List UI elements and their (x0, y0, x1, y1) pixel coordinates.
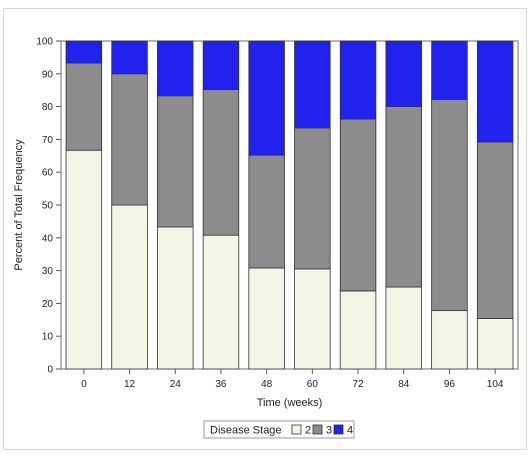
bar-segment-stage-2 (202, 234, 240, 370)
x-tick-label: 24 (170, 379, 182, 390)
y-axis-title: Percent of Total Frequency (13, 139, 25, 271)
legend-label-stage-3: 3 (326, 425, 332, 437)
y-tick-label: 40 (42, 233, 54, 244)
bar-segment-stage-3 (65, 62, 103, 151)
legend-label-stage-2: 2 (305, 425, 311, 437)
x-axis: 0 12 24 36 48 60 72 84 96 104 (81, 369, 504, 390)
bar-segment-stage-3 (385, 106, 422, 288)
y-tick-label: 10 (42, 332, 54, 343)
bar-segment-stage-2 (294, 268, 331, 370)
x-tick-label: 72 (352, 379, 364, 390)
bar-segment-stage-4 (431, 40, 468, 100)
bar-segment-stage-2 (339, 290, 377, 370)
legend-title: Disease Stage (210, 425, 282, 437)
y-tick-label: 100 (36, 37, 53, 48)
x-tick-label: 60 (307, 379, 319, 390)
y-tick-label: 50 (42, 201, 54, 212)
legend-swatch-stage-4 (333, 424, 344, 435)
legend-label-stage-4: 4 (347, 425, 353, 437)
legend-swatch-stage-2 (291, 424, 302, 435)
bar-segment-stage-4 (111, 40, 148, 75)
bar-segment-stage-4 (476, 40, 514, 143)
legend-items: 2 3 4 (291, 424, 353, 437)
y-tick-label: 20 (42, 299, 54, 310)
legend: Disease Stage 2 3 4 (203, 420, 355, 439)
bar-segment-stage-2 (476, 318, 514, 370)
bar-segment-stage-3 (111, 73, 148, 206)
y-tick-label: 60 (42, 168, 54, 179)
x-tick-label: 104 (487, 379, 504, 390)
bar-segment-stage-3 (294, 127, 331, 270)
bar-segment-stage-4 (294, 40, 331, 129)
x-tick-label: 96 (444, 379, 456, 390)
y-tick-label: 70 (42, 135, 54, 146)
bar-segment-stage-3 (202, 89, 240, 236)
bar-segment-stage-3 (248, 154, 285, 269)
y-tick-label: 0 (47, 365, 53, 376)
bar-segment-stage-4 (248, 40, 285, 156)
bar-segment-stage-2 (157, 226, 194, 370)
y-tick-label: 30 (42, 266, 54, 277)
bars (65, 40, 514, 370)
bar-segment-stage-4 (157, 40, 194, 97)
y-axis: 0 10 20 30 40 50 60 70 80 90 100 (36, 37, 61, 376)
bar-segment-stage-2 (111, 204, 148, 370)
bar-segment-stage-4 (385, 40, 422, 107)
bar-segment-stage-3 (157, 95, 194, 228)
bar-segment-stage-4 (202, 40, 240, 90)
x-tick-label: 36 (215, 379, 227, 390)
bar-segment-stage-3 (476, 141, 514, 319)
bar-segment-stage-4 (65, 40, 103, 64)
bar-segment-stage-2 (65, 149, 103, 370)
bar-segment-stage-3 (431, 98, 468, 312)
x-tick-label: 0 (81, 379, 87, 390)
bar-segment-stage-4 (339, 40, 377, 120)
bar-segment-stage-2 (431, 310, 468, 370)
bar-segment-stage-2 (248, 267, 285, 370)
chart-frame: 0 10 20 30 40 50 60 70 80 90 100 0 12 24 36 48 60 72 84 96… (3, 8, 527, 450)
x-tick-label: 84 (398, 379, 410, 390)
x-tick-label: 48 (261, 379, 273, 390)
x-tick-label: 12 (124, 379, 136, 390)
legend-swatch-stage-3 (312, 424, 323, 435)
bar-segment-stage-3 (339, 118, 377, 292)
y-tick-label: 80 (42, 102, 54, 113)
y-tick-label: 90 (42, 69, 54, 80)
x-axis-title: Time (weeks) (257, 397, 323, 409)
bar-segment-stage-2 (385, 286, 422, 370)
